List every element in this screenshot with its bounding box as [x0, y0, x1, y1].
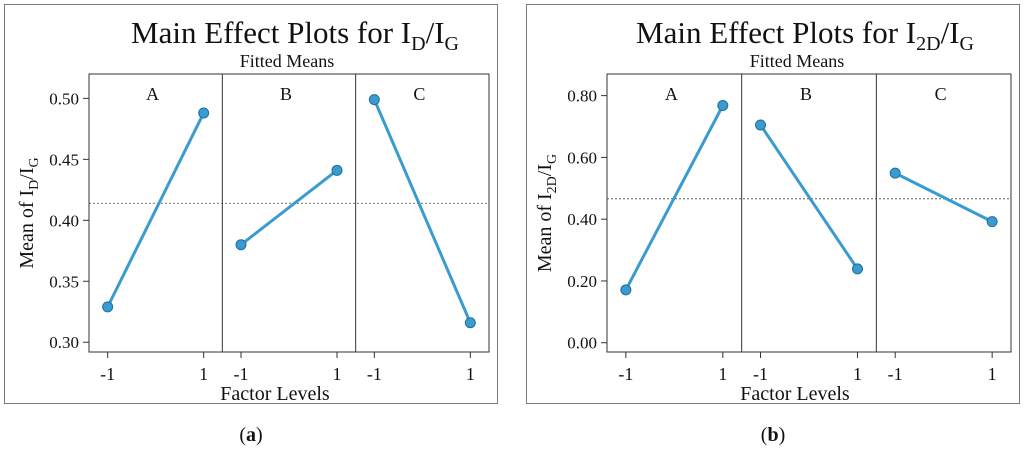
chart-a-x-tick-label: -1 — [234, 364, 249, 384]
chart-b-x-tick-label: 1 — [718, 364, 727, 384]
chart-a-chart-subtitle: Fitted Means — [240, 51, 335, 71]
chart-b-x-tick-label: 1 — [988, 364, 997, 384]
chart-a-data-point-b — [331, 164, 343, 176]
main-effect-plot-panel-a: Main Effect Plots for ID/IG Fitted Means 0… — [4, 4, 498, 405]
chart-a-series-line-b — [240, 169, 338, 246]
main-effect-plot-panel-b: Main Effect Plots for I2D/IG Fitted Means… — [526, 4, 1020, 405]
chart-a-data-point-a — [102, 301, 114, 313]
chart-a-y-tick-label: 0.50 — [49, 89, 79, 108]
chart-b-x-tick-label: -1 — [888, 364, 903, 384]
chart-b-factor-label-c: C — [935, 84, 947, 104]
chart-b-x-axis-label: Factor Levels — [740, 383, 850, 405]
chart-a-x-tick-label: 1 — [333, 364, 342, 384]
chart-a-x-tick-label: 1 — [466, 364, 475, 384]
chart-b-y-tick-label: 0.20 — [567, 272, 597, 291]
chart-b-y-tick-label: 0.00 — [567, 334, 597, 353]
chart-a-data-point-c — [464, 317, 476, 329]
chart-a-chart-title: Main Effect Plots for ID/IG — [131, 15, 459, 55]
chart-b-chart-subtitle: Fitted Means — [750, 51, 845, 71]
chart-b-y-axis-label: Mean of I2D/IG — [534, 154, 560, 272]
chart-b-factor-label-b: B — [800, 84, 812, 104]
chart-b-data-point-b — [755, 119, 767, 131]
chart-a-series-line-c — [372, 99, 472, 324]
chart-a-y-tick-label: 0.35 — [49, 272, 79, 291]
chart-b-series-line-b — [759, 124, 859, 270]
chart-a-x-tick-label: -1 — [100, 364, 115, 384]
chart-b-y-tick-label: 0.80 — [567, 87, 597, 106]
caption-a: (a) — [239, 424, 263, 446]
chart-a-data-point-c — [368, 94, 380, 106]
chart-a-x-tick-label: -1 — [367, 364, 382, 384]
caption-b: (b) — [760, 424, 786, 446]
chart-b-data-point-a — [717, 100, 729, 112]
chart-b-factor-label-a: A — [665, 84, 678, 104]
chart-b-data-point-c — [889, 167, 901, 179]
chart-b-y-tick-label: 0.40 — [567, 210, 597, 229]
chart-a-plot-frame — [88, 73, 490, 353]
chart-a-factor-label-b: B — [280, 84, 292, 104]
chart-b-data-point-b — [851, 263, 863, 275]
chart-a-y-tick-label: 0.45 — [49, 150, 79, 169]
chart-a-data-point-b — [235, 239, 247, 251]
chart-b-chart-title: Main Effect Plots for I2D/IG — [636, 15, 974, 55]
caption-b-letter: b — [767, 424, 779, 446]
chart-b-y-tick-label: 0.60 — [567, 148, 597, 167]
chart-b-series-line-a — [624, 104, 725, 291]
chart-a-x-axis-label: Factor Levels — [220, 383, 330, 405]
caption-a-letter: a — [246, 424, 256, 446]
chart-b-x-tick-label: -1 — [753, 364, 768, 384]
chart-b-x-tick-label: 1 — [853, 364, 862, 384]
chart-a-x-tick-label: 1 — [199, 364, 208, 384]
chart-a-factor-label-c: C — [413, 84, 425, 104]
chart-b-series-line-c — [894, 171, 993, 223]
chart-b-data-point-a — [620, 284, 632, 296]
chart-b-data-point-c — [986, 216, 998, 228]
chart-b-plot-frame — [606, 73, 1012, 353]
chart-b-x-tick-label: -1 — [618, 364, 633, 384]
chart-a-y-tick-label: 0.30 — [49, 333, 79, 352]
chart-a-y-tick-label: 0.40 — [49, 211, 79, 230]
chart-a-factor-label-a: A — [146, 84, 159, 104]
chart-a-data-point-a — [198, 107, 210, 119]
chart-a-series-line-a — [106, 112, 206, 308]
chart-a-y-axis-label: Mean of ID/IG — [16, 157, 42, 268]
